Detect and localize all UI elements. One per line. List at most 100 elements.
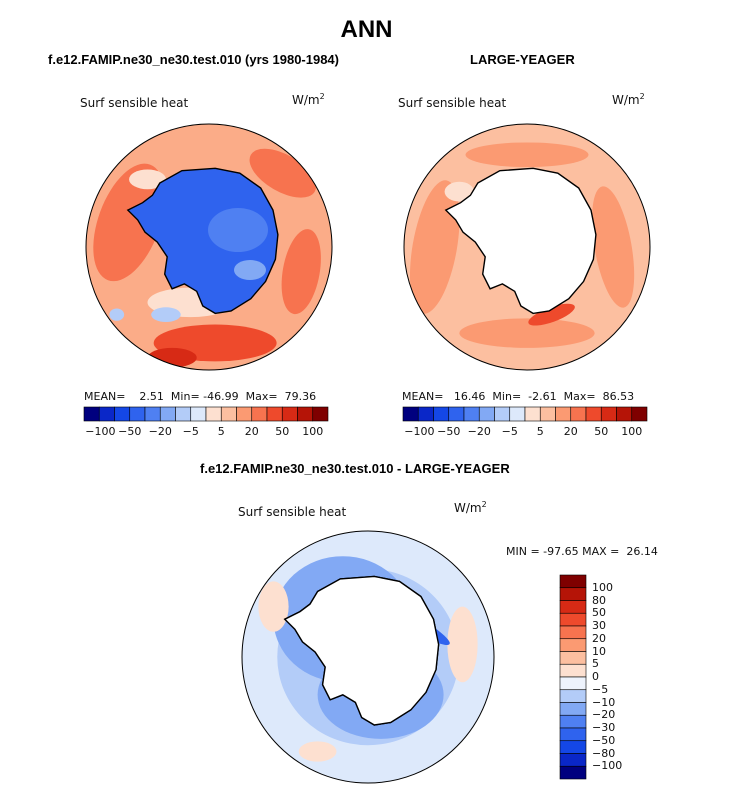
- colorbar-swatch: [559, 714, 587, 729]
- colorbar-tick-label: 0: [592, 670, 599, 683]
- colorbar-tick-label: −100: [404, 425, 435, 438]
- colorbar-swatch: [236, 406, 253, 422]
- colorbar-tick-label: −30: [592, 721, 616, 734]
- colorbar-tick-label: 20: [244, 425, 259, 438]
- colorbar-swatch: [524, 406, 541, 422]
- field-contour: [298, 741, 337, 762]
- colorbar-swatch: [559, 612, 587, 627]
- map-border: [403, 123, 651, 371]
- colorbar-swatch: [190, 406, 207, 422]
- colorbar-swatch: [478, 406, 495, 422]
- field-contour: [444, 181, 475, 202]
- panel-2-units: W/m2: [612, 92, 645, 107]
- colorbar-swatch: [448, 406, 465, 422]
- colorbar-swatch: [559, 689, 587, 703]
- field-contour: [93, 163, 165, 282]
- field-contour: [249, 148, 317, 198]
- panel-3-title: f.e12.FAMIP.ne30_ne30.test.010 - LARGE-Y…: [200, 461, 510, 476]
- field-contour: [109, 308, 125, 321]
- colorbar-swatch: [559, 638, 587, 652]
- colorbar-tick-label: −50: [592, 733, 616, 747]
- field-contour: [409, 180, 460, 314]
- panel-1-map: [85, 123, 333, 371]
- field-contour: [151, 307, 181, 323]
- panel-2-stats: MEAN= 16.46 Min= -2.61 Max= 86.53: [402, 390, 635, 403]
- panel-1-units: W/m2: [292, 92, 325, 107]
- colorbar-swatch: [631, 406, 648, 422]
- panel-3-map: [241, 530, 495, 784]
- colorbar-swatch: [83, 406, 100, 422]
- panel-2-variable-label: Surf sensible heat: [398, 96, 507, 110]
- colorbar-swatch: [559, 651, 587, 665]
- colorbar-tick-label: 80: [592, 593, 606, 607]
- colorbar-tick-label: 5: [217, 425, 225, 438]
- colorbar-tick-label: 50: [275, 425, 290, 438]
- colorbar-tick-label: 10: [592, 644, 606, 658]
- panel-1-variable-label: Surf sensible heat: [80, 96, 189, 110]
- field-contour: [459, 318, 595, 348]
- panel-1-title: f.e12.FAMIP.ne30_ne30.test.010 (yrs 1980…: [48, 52, 339, 67]
- field-contour: [281, 229, 321, 315]
- panel-2-colorbar: [402, 406, 648, 422]
- colorbar-swatch: [559, 574, 587, 589]
- colorbar-tick-label: 20: [592, 631, 606, 645]
- colorbar-swatch: [600, 406, 617, 422]
- colorbar-tick-label: 5: [536, 425, 544, 438]
- colorbar-swatch: [402, 406, 419, 422]
- colorbar-swatch: [509, 406, 526, 422]
- colorbar-tick-label: −50: [118, 425, 142, 438]
- colorbar-swatch: [433, 406, 450, 422]
- panel-3-units: W/m2: [454, 500, 487, 515]
- colorbar-tick-label: 50: [592, 606, 606, 620]
- colorbar-swatch: [251, 406, 268, 422]
- colorbar-swatch: [144, 406, 161, 422]
- colorbar-tick-label: −5: [501, 425, 518, 438]
- colorbar-swatch: [559, 587, 587, 601]
- map-border: [241, 530, 495, 784]
- colorbar-swatch: [266, 406, 283, 422]
- colorbar-tick-label: −5: [182, 425, 199, 438]
- colorbar-tick-label: 100: [621, 425, 643, 438]
- colorbar-swatch: [585, 406, 602, 422]
- panel-1-colorbar: [83, 406, 329, 422]
- main-title: ANN: [340, 16, 393, 43]
- panel-2-map: [403, 123, 651, 371]
- colorbar-tick-label: −50: [437, 425, 461, 438]
- panel-1-stats: MEAN= 2.51 Min= -46.99 Max= 79.36: [84, 390, 317, 403]
- antarctica-coastline: [444, 167, 597, 315]
- colorbar-tick-label: −5: [592, 682, 609, 696]
- colorbar-swatch: [114, 406, 131, 422]
- colorbar-swatch: [559, 740, 587, 754]
- colorbar-tick-label: −100: [592, 759, 623, 773]
- colorbar-tick-label: −20: [148, 425, 172, 438]
- colorbar-swatch: [559, 625, 587, 640]
- colorbar-swatch: [559, 753, 587, 767]
- colorbar-swatch: [570, 406, 587, 422]
- colorbar-swatch: [159, 406, 176, 422]
- colorbar-swatch: [205, 406, 222, 422]
- panel-3-colorbar: [559, 574, 587, 780]
- colorbar-tick-label: −10: [592, 695, 616, 709]
- colorbar-tick-label: 20: [563, 425, 578, 438]
- colorbar-swatch: [559, 600, 587, 614]
- colorbar-swatch: [281, 406, 298, 422]
- panel-3-stats: MIN = -97.65 MAX = 26.14: [506, 545, 658, 558]
- colorbar-swatch: [559, 702, 587, 716]
- field-contour: [258, 581, 289, 632]
- field-contour: [129, 169, 166, 190]
- colorbar-tick-label: 100: [592, 580, 613, 594]
- colorbar-tick-label: 5: [592, 657, 599, 671]
- colorbar-swatch: [220, 406, 237, 422]
- colorbar-tick-label: 30: [592, 619, 606, 632]
- colorbar-swatch: [559, 663, 587, 678]
- colorbar-swatch: [463, 406, 480, 422]
- field-contour: [465, 142, 589, 168]
- colorbar-tick-label: −100: [85, 425, 116, 438]
- colorbar-swatch: [616, 406, 633, 422]
- colorbar-tick-label: −80: [592, 746, 616, 760]
- field-contour: [447, 606, 478, 683]
- colorbar-tick-label: −20: [467, 425, 491, 438]
- colorbar-tick-label: −20: [592, 708, 616, 722]
- colorbar-tick-label: 50: [594, 425, 609, 438]
